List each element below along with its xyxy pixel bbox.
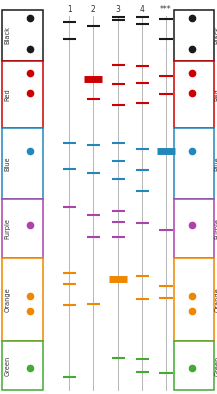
FancyBboxPatch shape [174, 199, 214, 258]
FancyBboxPatch shape [174, 258, 214, 341]
Text: Orange: Orange [215, 287, 217, 312]
FancyBboxPatch shape [2, 61, 43, 128]
Text: Green: Green [4, 355, 10, 375]
FancyBboxPatch shape [2, 341, 43, 390]
Text: 3: 3 [116, 5, 121, 14]
Text: 4: 4 [140, 5, 145, 14]
FancyBboxPatch shape [2, 10, 43, 61]
Text: Purple: Purple [215, 218, 217, 239]
Text: Red: Red [215, 88, 217, 101]
Text: Green: Green [215, 355, 217, 375]
Text: 2: 2 [91, 5, 96, 14]
FancyBboxPatch shape [174, 128, 214, 199]
Text: Orange: Orange [4, 287, 10, 312]
Text: ***: *** [160, 5, 172, 14]
Text: Blue: Blue [215, 156, 217, 171]
Text: Purple: Purple [4, 218, 10, 239]
Text: Blue: Blue [4, 156, 10, 171]
FancyBboxPatch shape [2, 128, 43, 199]
Text: Black: Black [215, 26, 217, 45]
FancyBboxPatch shape [174, 10, 214, 61]
FancyBboxPatch shape [2, 199, 43, 258]
FancyBboxPatch shape [2, 258, 43, 341]
Text: Red: Red [4, 88, 10, 101]
Text: 1: 1 [67, 5, 72, 14]
Text: Black: Black [4, 26, 10, 45]
FancyBboxPatch shape [174, 61, 214, 128]
FancyBboxPatch shape [174, 341, 214, 390]
